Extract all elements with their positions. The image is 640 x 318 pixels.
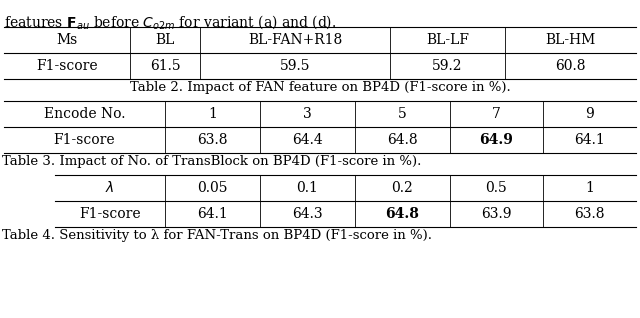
Text: 64.1: 64.1 bbox=[574, 133, 605, 147]
Text: BL-LF: BL-LF bbox=[426, 33, 469, 47]
Text: 63.8: 63.8 bbox=[574, 207, 605, 221]
Text: Table 3. Impact of No. of TransBlock on BP4D (F1-score in %).: Table 3. Impact of No. of TransBlock on … bbox=[2, 155, 421, 168]
Text: $\lambda$: $\lambda$ bbox=[106, 181, 115, 196]
Text: 64.8: 64.8 bbox=[387, 133, 418, 147]
Text: Table 4. Sensitivity to λ for FAN-Trans on BP4D (F1-score in %).: Table 4. Sensitivity to λ for FAN-Trans … bbox=[2, 229, 432, 242]
Text: 1: 1 bbox=[585, 181, 594, 195]
Text: 63.8: 63.8 bbox=[197, 133, 228, 147]
Text: 7: 7 bbox=[492, 107, 501, 121]
Text: 63.9: 63.9 bbox=[481, 207, 512, 221]
Text: 0.2: 0.2 bbox=[392, 181, 413, 195]
Text: 59.5: 59.5 bbox=[280, 59, 310, 73]
Text: BL-FAN+R18: BL-FAN+R18 bbox=[248, 33, 342, 47]
Text: 5: 5 bbox=[398, 107, 407, 121]
Text: 61.5: 61.5 bbox=[150, 59, 180, 73]
Text: 64.4: 64.4 bbox=[292, 133, 323, 147]
Text: 64.3: 64.3 bbox=[292, 207, 323, 221]
Text: BL: BL bbox=[156, 33, 175, 47]
Text: 64.8: 64.8 bbox=[385, 207, 419, 221]
Text: Table 2. Impact of FAN feature on BP4D (F1-score in %).: Table 2. Impact of FAN feature on BP4D (… bbox=[130, 81, 510, 94]
Text: 0.05: 0.05 bbox=[197, 181, 228, 195]
Text: 0.5: 0.5 bbox=[486, 181, 508, 195]
Text: 3: 3 bbox=[303, 107, 312, 121]
Text: F1-score: F1-score bbox=[54, 133, 115, 147]
Text: 64.1: 64.1 bbox=[197, 207, 228, 221]
Text: 1: 1 bbox=[208, 107, 217, 121]
Text: BL-HM: BL-HM bbox=[545, 33, 596, 47]
Text: F1-score: F1-score bbox=[79, 207, 141, 221]
Text: Encode No.: Encode No. bbox=[44, 107, 125, 121]
Text: 59.2: 59.2 bbox=[432, 59, 463, 73]
Text: 0.1: 0.1 bbox=[296, 181, 319, 195]
Text: F1-score: F1-score bbox=[36, 59, 98, 73]
Text: 9: 9 bbox=[585, 107, 594, 121]
Text: 60.8: 60.8 bbox=[556, 59, 586, 73]
Text: 64.9: 64.9 bbox=[479, 133, 513, 147]
Text: features $\mathbf{F}_{au}$ before $C_{o2m}$ for variant (a) and (d).: features $\mathbf{F}_{au}$ before $C_{o2… bbox=[4, 13, 337, 31]
Text: Ms: Ms bbox=[56, 33, 77, 47]
